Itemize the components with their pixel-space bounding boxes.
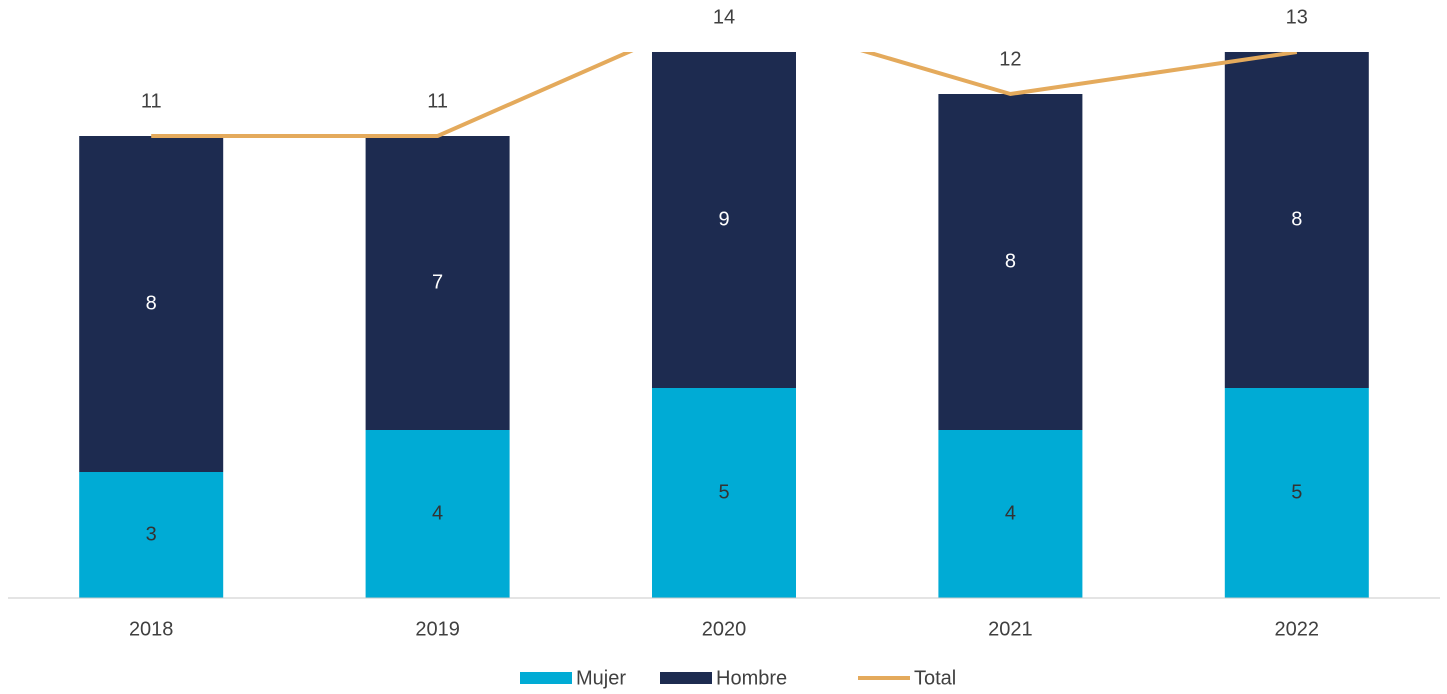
bar-segment	[652, 388, 796, 598]
x-tick-label: 2018	[129, 618, 174, 640]
legend-label: Hombre	[716, 667, 787, 689]
bar-segment	[79, 136, 224, 472]
x-tick-label: 2022	[1275, 618, 1320, 640]
bar-segment	[652, 52, 796, 388]
data-label: 3	[146, 523, 157, 545]
bar-segment	[79, 472, 224, 598]
total-label: 14	[713, 6, 735, 28]
data-label: 4	[1005, 502, 1016, 524]
legend-swatch	[520, 672, 572, 684]
total-label: 11	[427, 90, 448, 112]
bar-segment	[365, 430, 510, 598]
data-label: 4	[432, 502, 443, 524]
data-label: 5	[718, 481, 729, 503]
data-label: 5	[1291, 481, 1302, 503]
bar-segment	[938, 94, 1083, 430]
bar-segment	[1224, 388, 1369, 598]
total-label: 13	[1286, 6, 1308, 28]
legend-swatch	[660, 672, 712, 684]
x-tick-label: 2020	[702, 618, 747, 640]
bar-segment	[365, 136, 510, 430]
data-label: 8	[1005, 250, 1016, 272]
x-tick-label: 2019	[415, 618, 460, 640]
legend-label: Total	[914, 667, 956, 689]
total-label: 12	[999, 48, 1021, 70]
plot-area	[79, 52, 1369, 598]
total-line	[151, 52, 1298, 138]
bar-segment	[938, 430, 1083, 598]
bar-segment	[1224, 52, 1369, 388]
x-tick-label: 2021	[988, 618, 1033, 640]
data-label: 9	[718, 208, 729, 230]
data-label: 8	[146, 292, 157, 314]
total-label: 11	[141, 90, 162, 112]
data-label: 8	[1291, 208, 1302, 230]
data-label: 7	[432, 271, 443, 293]
legend-label: Mujer	[576, 667, 626, 689]
